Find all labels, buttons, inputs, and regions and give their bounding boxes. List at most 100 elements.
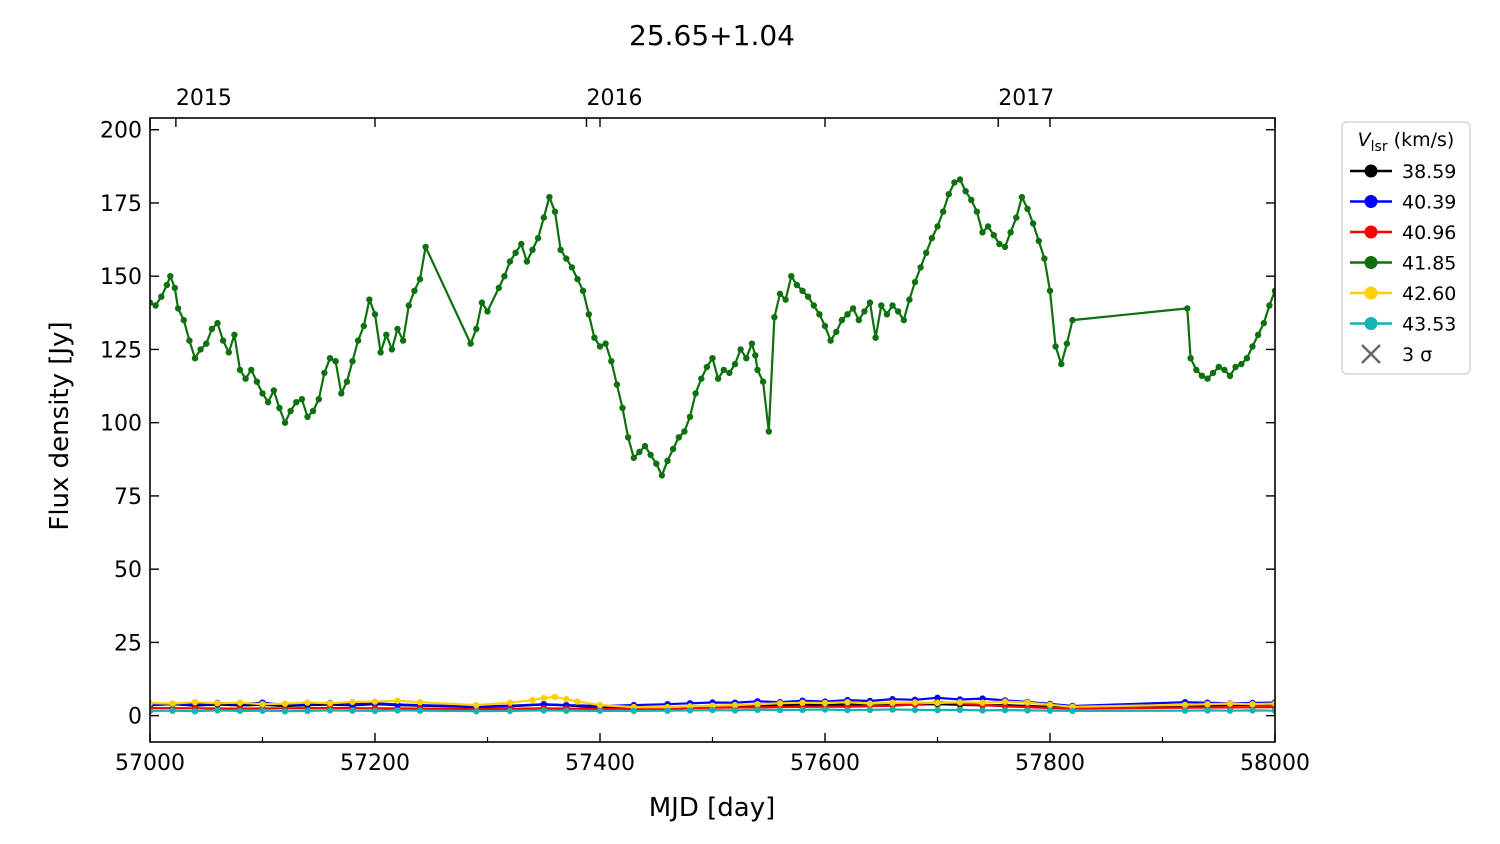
point-41.85: [720, 366, 727, 374]
point-41.85: [1029, 220, 1037, 227]
point-41.85: [383, 331, 390, 338]
point-41.85: [326, 355, 334, 362]
point-41.85: [990, 232, 997, 239]
legend-title: Vlsr (km/s): [1358, 129, 1455, 155]
point-41.85: [366, 296, 373, 303]
point-41.85: [872, 334, 879, 341]
point-41.85: [945, 191, 952, 198]
point-42.60: [169, 700, 176, 707]
point-41.85: [996, 240, 1003, 248]
point-41.85: [171, 284, 178, 292]
point-42.60: [236, 699, 244, 706]
point-41.85: [1266, 302, 1273, 309]
x-axis: 57000 57200 57400 57600 57800 58000: [115, 118, 1310, 776]
point-42.60: [979, 699, 986, 706]
legend-box: [1341, 121, 1471, 375]
point-41.85: [821, 322, 829, 330]
legend-swatch-marker: [1364, 256, 1378, 269]
y-tick-label: 75: [114, 485, 142, 510]
point-41.85: [1046, 287, 1054, 294]
point-41.85: [979, 229, 986, 236]
plot-frame: [149, 117, 1276, 743]
point-41.85: [253, 378, 261, 385]
point-42.60: [1249, 701, 1256, 708]
point-41.85: [315, 396, 322, 403]
point-42.60: [326, 700, 334, 707]
point-41.85: [866, 299, 874, 306]
point-41.85: [467, 340, 474, 347]
point-41.85: [641, 442, 649, 450]
point-41.85: [276, 404, 283, 412]
point-41.85: [816, 311, 823, 318]
point-41.85: [523, 258, 531, 265]
point-41.85: [765, 428, 772, 435]
point-42.60: [551, 693, 559, 701]
series-line-41.85: [150, 178, 1275, 477]
year-label: 2015: [176, 86, 232, 111]
y-tick-label: 200: [100, 119, 142, 144]
point-41.85: [225, 349, 232, 356]
point-43.53: [214, 707, 221, 714]
point-41.85: [956, 176, 964, 183]
point-41.85: [602, 340, 609, 347]
point-43.53: [506, 707, 514, 715]
point-41.85: [591, 334, 598, 341]
point-41.85: [163, 281, 171, 289]
y-tick-label: 125: [100, 338, 142, 363]
point-42.60: [1001, 698, 1009, 705]
point-41.85: [968, 196, 975, 204]
point-41.85: [321, 369, 328, 377]
point-43.53: [799, 706, 806, 713]
point-42.60: [911, 699, 919, 706]
point-41.85: [557, 246, 564, 253]
point-41.85: [343, 378, 351, 385]
point-41.85: [473, 325, 480, 333]
point-41.85: [906, 296, 913, 303]
point-43.53: [979, 707, 986, 714]
point-42.60: [529, 696, 536, 704]
point-41.85: [630, 454, 637, 461]
point-41.85: [752, 352, 759, 359]
point-41.85: [259, 390, 266, 397]
legend-swatch-marker: [1364, 317, 1378, 330]
point-41.85: [309, 407, 317, 415]
point-43.53: [236, 707, 244, 715]
point-43.53: [1249, 707, 1256, 714]
x-tick-label: 57200: [340, 751, 410, 776]
point-43.53: [191, 708, 199, 715]
point-41.85: [563, 255, 570, 262]
legend-swatch-marker: [1364, 286, 1378, 300]
point-41.85: [518, 240, 525, 248]
point-41.85: [293, 399, 300, 406]
point-42.60: [956, 699, 964, 706]
point-41.85: [939, 208, 947, 215]
point-41.85: [1007, 229, 1014, 236]
point-42.60: [349, 698, 356, 706]
y-axis-label: Flux density [Jy]: [45, 321, 75, 530]
point-42.60: [776, 700, 784, 707]
point-42.60: [371, 698, 379, 705]
point-41.85: [1232, 363, 1239, 371]
point-41.85: [405, 302, 412, 309]
point-41.85: [203, 340, 210, 347]
point-41.85: [1226, 372, 1234, 379]
point-41.85: [304, 413, 311, 420]
series-layer: [150, 176, 1275, 715]
point-42.60: [1204, 701, 1211, 708]
point-42.60: [731, 701, 739, 709]
legend-item-3sigma: 3 σ: [1361, 344, 1432, 366]
y-tick-label: 50: [114, 558, 142, 583]
point-41.85: [495, 284, 502, 292]
point-41.85: [579, 287, 587, 294]
point-41.85: [394, 325, 401, 333]
point-41.85: [158, 293, 165, 300]
point-41.85: [934, 223, 941, 230]
legend-label: 38.59: [1402, 161, 1456, 183]
point-41.85: [1221, 366, 1228, 374]
point-41.85: [827, 337, 834, 344]
point-41.85: [686, 413, 694, 420]
point-42.60: [1226, 700, 1234, 707]
point-42.60: [1181, 701, 1189, 708]
point-42.60: [191, 699, 199, 706]
y-axis: 0 25 50 75 100 125 150 175 200: [100, 119, 1275, 730]
